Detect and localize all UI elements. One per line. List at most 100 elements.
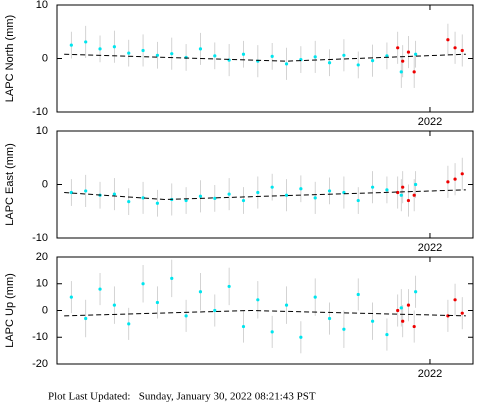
x-tick-label: 2022 [418,116,442,128]
data-point [127,322,131,326]
data-point [170,276,174,280]
data-point [256,190,260,195]
data-point [399,193,403,197]
data-point [184,314,188,318]
data-point [460,48,464,53]
data-point [399,306,403,310]
data-point [299,187,303,191]
data-point [327,61,332,65]
data-point [396,190,400,195]
data-point [270,185,274,189]
data-point [112,303,116,307]
data-point [313,196,317,200]
data-point [284,303,289,307]
data-point [460,172,464,176]
data-point [198,47,203,51]
data-point [406,303,411,307]
y-tick-label: 10 [36,278,48,290]
data-point [399,70,403,74]
y-tick-label: 0 [42,304,48,316]
data-point [370,185,375,189]
data-point [406,50,411,54]
x-tick-label: 2022 [418,368,442,380]
y-tick-label: 0 [42,52,48,64]
data-point [84,316,88,321]
data-point [241,198,246,203]
data-point [412,193,416,197]
x-tick-label: 2022 [418,242,442,254]
data-point [313,55,317,59]
data-point [256,298,260,302]
data-point [127,200,131,204]
y-tick-label: 0 [42,178,48,190]
data-point [401,319,405,323]
data-point [446,180,450,184]
data-point [327,189,332,193]
data-point [453,298,457,302]
data-point [198,194,203,198]
data-point [327,316,332,321]
data-point [227,192,231,196]
data-point [385,332,389,337]
data-point [69,43,73,47]
data-point [453,177,457,181]
data-point [401,185,405,189]
data-point [414,290,418,294]
data-point [342,53,346,57]
data-point [213,54,217,58]
y-tick-label: -10 [32,232,48,244]
y-axis-label: LAPC North (mm) [4,15,16,102]
data-point [396,46,400,50]
data-point [170,52,174,56]
data-point [155,300,160,305]
trend-line [64,53,466,62]
y-tick-label: 20 [36,251,48,263]
data-point [412,70,416,74]
data-point [241,52,246,56]
data-point [414,52,418,56]
data-point [396,308,400,313]
data-point [284,62,289,66]
data-point [227,284,231,289]
data-point [98,47,102,51]
data-point [412,324,416,329]
y-tick-label: -20 [32,358,48,370]
data-point [141,282,145,286]
plot-frame [56,130,474,239]
data-point [213,196,217,201]
data-point [141,48,145,53]
plot-frame [56,4,474,113]
data-point [184,198,188,203]
data-point [460,311,464,315]
y-axis-label: LAPC Up (mm) [4,273,16,348]
data-point [446,38,450,42]
y-axis-label: LAPC East (mm) [4,143,16,226]
data-point [198,290,203,294]
trend-line [64,189,466,200]
data-point [155,53,160,57]
data-point [155,201,160,205]
trend-line [64,309,466,317]
data-point [127,51,131,55]
data-point [356,198,360,203]
data-point [313,295,317,299]
data-point [141,196,145,200]
y-tick-label: -10 [32,331,48,343]
data-point [342,327,346,331]
data-point [414,182,418,187]
data-point [69,190,73,195]
data-point [112,192,116,196]
data-point [84,40,88,44]
data-point [270,330,274,334]
data-point [241,324,246,329]
y-tick-label: 10 [36,0,48,11]
data-point [98,287,102,291]
data-point [385,188,389,192]
data-point [401,59,405,63]
data-point [84,189,88,193]
data-point [370,59,375,63]
data-point [299,335,303,339]
data-point [370,319,375,323]
data-point [453,46,457,50]
